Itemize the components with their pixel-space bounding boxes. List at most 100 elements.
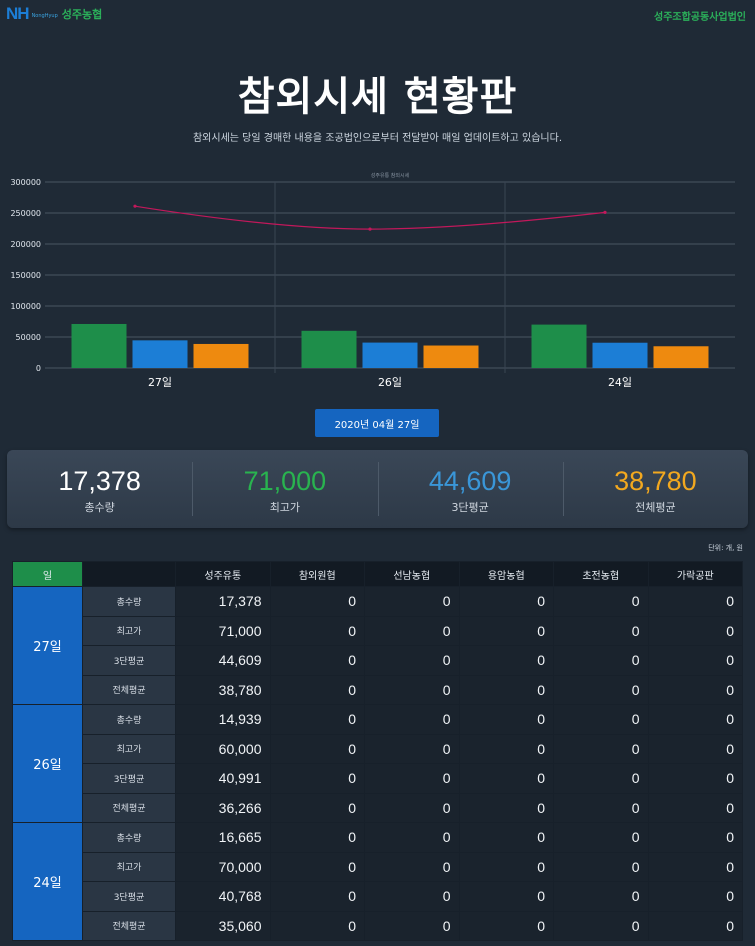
y-tick-label: 100000 xyxy=(10,302,41,311)
row-label: 전체평균 xyxy=(82,910,176,941)
value-cell: 0 xyxy=(553,851,649,882)
row-label: 전체평균 xyxy=(82,674,176,705)
unit-note: 단위: 개, 원 xyxy=(708,544,743,552)
table-row: 최고가 60,000 0 0 0 0 0 xyxy=(13,733,743,764)
y-tick-label: 300000 xyxy=(10,178,41,187)
value-cell: 71,000 xyxy=(175,615,271,646)
bar[interactable] xyxy=(362,342,418,368)
value-cell: 44,609 xyxy=(175,645,271,676)
value-cell: 0 xyxy=(364,704,460,735)
value-cell: 0 xyxy=(553,733,649,764)
value-cell: 0 xyxy=(647,586,743,617)
summary-panel: 17,378 총수량 71,000 최고가 44,609 3단평균 38,780 전체평균 xyxy=(7,450,748,528)
page-title: 참외시세 현황판 xyxy=(237,74,518,120)
value-cell: 0 xyxy=(647,910,743,941)
row-label: 3단평균 xyxy=(82,763,176,794)
line-point xyxy=(368,227,372,231)
column-header: 선남농협 xyxy=(364,561,460,587)
value-cell: 0 xyxy=(364,674,460,705)
value-cell: 38,780 xyxy=(175,674,271,705)
y-tick-label: 200000 xyxy=(10,240,41,249)
value-cell: 0 xyxy=(364,910,460,941)
value-cell: 0 xyxy=(647,851,743,882)
value-cell: 40,768 xyxy=(175,881,271,912)
value-cell: 0 xyxy=(553,792,649,823)
logo-subtext: NongHyup xyxy=(31,13,58,19)
day-column-header: 일 xyxy=(12,561,83,587)
summary-value: 38,780 xyxy=(614,466,697,496)
corporation-name: 성주조합공동사업법인 xyxy=(654,12,746,23)
value-cell: 0 xyxy=(364,763,460,794)
column-header: 초전농협 xyxy=(553,561,649,587)
summary-item: 38,780 전체평균 xyxy=(562,450,748,528)
table-row: 3단평균 40,768 0 0 0 0 0 xyxy=(13,881,743,912)
value-cell: 0 xyxy=(269,645,365,676)
summary-label: 최고가 xyxy=(269,501,301,514)
value-cell: 0 xyxy=(647,704,743,735)
value-cell: 35,060 xyxy=(175,910,271,941)
value-cell: 0 xyxy=(553,615,649,646)
bar[interactable] xyxy=(301,330,357,368)
value-cell: 0 xyxy=(269,733,365,764)
y-tick-label: 0 xyxy=(36,364,41,373)
row-label: 총수량 xyxy=(82,704,176,735)
date-select-button[interactable]: 2020년 04월 27일 xyxy=(315,409,439,437)
table-header-row: 일 성주유통 참외원협 선남농협 용암농협 초전농협 가락공판 xyxy=(12,561,743,587)
x-tick-label: 24일 xyxy=(608,375,632,389)
value-cell: 0 xyxy=(647,615,743,646)
value-cell: 0 xyxy=(553,881,649,912)
value-cell: 0 xyxy=(364,615,460,646)
table-row: 27일 총수량 17,378 0 0 0 0 0 xyxy=(12,586,743,705)
value-cell: 0 xyxy=(269,615,365,646)
summary-value: 44,609 xyxy=(428,466,512,496)
value-cell: 0 xyxy=(553,822,649,853)
table-row: 3단평균 44,609 0 0 0 0 0 xyxy=(13,645,743,676)
y-tick-label: 50000 xyxy=(16,333,41,342)
label-column-header xyxy=(82,561,176,587)
value-cell: 0 xyxy=(458,674,554,705)
value-cell: 0 xyxy=(553,586,649,617)
value-cell: 0 xyxy=(647,763,743,794)
value-cell: 0 xyxy=(269,881,365,912)
summary-item: 71,000 최고가 xyxy=(192,450,377,528)
table-row: 최고가 71,000 0 0 0 0 0 xyxy=(13,615,743,646)
summary-label: 총수량 xyxy=(84,501,115,514)
value-cell: 0 xyxy=(364,851,460,882)
bar[interactable] xyxy=(132,340,188,368)
bar[interactable] xyxy=(193,343,249,368)
bar[interactable] xyxy=(71,323,127,368)
value-cell: 0 xyxy=(553,645,649,676)
value-cell: 0 xyxy=(553,763,649,794)
line-point xyxy=(133,204,137,208)
nh-logo[interactable]: NH NongHyup 성주농협 xyxy=(6,4,102,24)
summary-label: 3단평균 xyxy=(451,501,489,514)
value-cell: 0 xyxy=(647,733,743,764)
column-header: 가락공판 xyxy=(647,561,743,587)
table-row: 26일 총수량 14,939 0 0 0 0 0 xyxy=(12,704,743,823)
value-cell: 0 xyxy=(647,792,743,823)
day-cell: 24일 xyxy=(12,822,83,941)
bar[interactable] xyxy=(592,342,648,368)
value-cell: 16,665 xyxy=(175,822,271,853)
value-cell: 0 xyxy=(364,733,460,764)
summary-item: 17,378 총수량 xyxy=(7,450,192,528)
value-cell: 0 xyxy=(553,704,649,735)
price-table: 일 성주유통 참외원협 선남농협 용암농협 초전농협 가락공판 27일 총수량 17,378 0 0… xyxy=(12,561,743,941)
logo-mark: NH xyxy=(6,4,30,23)
value-cell: 40,991 xyxy=(175,763,271,794)
value-cell: 0 xyxy=(269,586,365,617)
bar[interactable] xyxy=(423,345,479,368)
value-cell: 0 xyxy=(269,851,365,882)
value-cell: 0 xyxy=(458,851,554,882)
value-cell: 0 xyxy=(458,645,554,676)
top-bar: NH NongHyup 성주농협 성주조합공동사업법인 xyxy=(0,0,755,30)
table-row: 3단평균 40,991 0 0 0 0 0 xyxy=(13,763,743,794)
value-cell: 0 xyxy=(269,763,365,794)
summary-label: 전체평균 xyxy=(635,501,676,514)
value-cell: 0 xyxy=(269,792,365,823)
table-row: 전체평균 35,060 0 0 0 0 0 xyxy=(13,910,743,941)
summary-item: 44,609 3단평균 xyxy=(377,450,563,528)
table-row: 최고가 70,000 0 0 0 0 0 xyxy=(13,851,743,882)
bar[interactable] xyxy=(531,324,587,368)
bar[interactable] xyxy=(653,346,709,368)
